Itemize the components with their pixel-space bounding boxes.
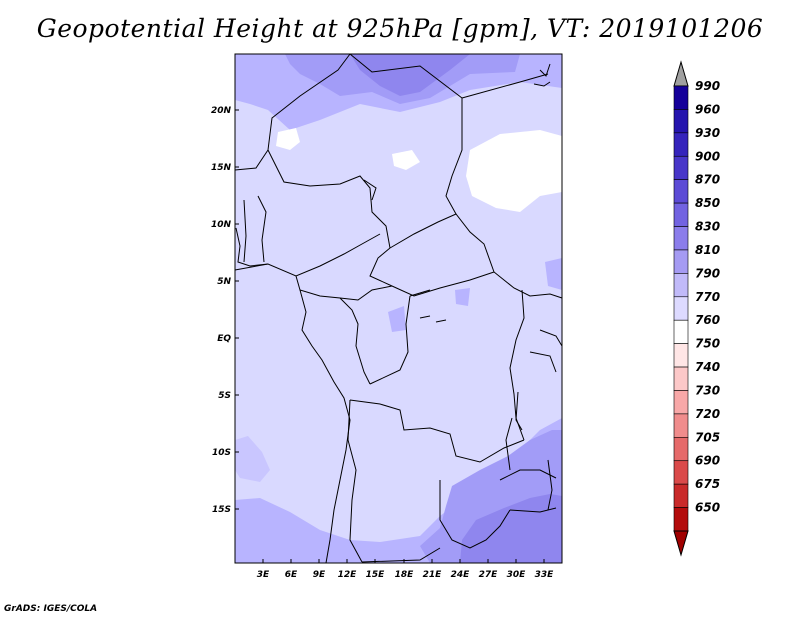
- colorbar-label: 960: [695, 102, 720, 116]
- colorbar-cell: [673, 413, 689, 438]
- lat-label: 5N: [217, 277, 231, 287]
- contour-north-darker: [350, 54, 470, 96]
- colorbar-label: 740: [695, 360, 720, 374]
- colorbar: 990 960 930 900 870 850 830 810 790 770 760 750 740 7…: [673, 60, 720, 557]
- colorbar-label: 650: [695, 501, 720, 515]
- lon-label: 9E: [313, 570, 326, 580]
- colorbar-label: 720: [695, 407, 720, 421]
- colorbar-cell: [673, 343, 689, 368]
- colorbar-label: 930: [695, 126, 720, 140]
- colorbar-top-arrow: [673, 60, 689, 87]
- colorbar-label: 870: [695, 173, 720, 187]
- lon-label: 24E: [451, 570, 471, 580]
- colorbar-label: 730: [695, 383, 720, 397]
- lat-axis: 20N 15N 10N 5N EQ 5S 10S 15S: [211, 106, 239, 515]
- lat-label: 15S: [212, 505, 231, 515]
- colorbar-cell: [673, 507, 689, 532]
- colorbar-cell: [673, 202, 689, 227]
- lon-label: 3E: [257, 570, 270, 580]
- colorbar-cell: [673, 273, 689, 298]
- colorbar-cell: [673, 437, 689, 462]
- colorbar-cell: [673, 249, 689, 274]
- colorbar-cell: [673, 226, 689, 251]
- colorbar-cell: [673, 460, 689, 485]
- colorbar-label: 760: [695, 313, 720, 327]
- lon-label: 15E: [366, 570, 386, 580]
- colorbar-label: 675: [695, 477, 720, 491]
- lat-label: 10N: [211, 220, 232, 230]
- lat-label: 15N: [211, 163, 232, 173]
- colorbar-label: 830: [695, 220, 720, 234]
- colorbar-cell: [673, 483, 689, 508]
- contour-gabon-patch: [388, 306, 406, 332]
- lon-label: 21E: [423, 570, 443, 580]
- map-panel: [234, 53, 563, 564]
- colorbar-label: 690: [695, 454, 720, 468]
- lat-label: 5S: [218, 391, 231, 401]
- colorbar-cell: [673, 366, 689, 391]
- lon-label: 33E: [535, 570, 555, 580]
- colorbar-label: 790: [695, 266, 720, 280]
- contour-southeast-dark: [460, 494, 562, 563]
- lon-label: 12E: [338, 570, 358, 580]
- colorbar-label: 750: [695, 337, 720, 351]
- contour-west-low: [235, 436, 270, 482]
- lon-label: 6E: [285, 570, 298, 580]
- lon-label: 27E: [479, 570, 499, 580]
- lon-axis: 3E 6E 9E 12E 15E 18E 21E 24E 27E 30E 33E: [257, 559, 554, 580]
- colorbar-bottom-arrow: [673, 530, 689, 557]
- lat-label: EQ: [217, 334, 231, 344]
- colorbar-cell: [673, 319, 689, 344]
- colorbar-cell: [673, 390, 689, 415]
- colorbar-cell: [673, 85, 689, 110]
- contour-central-patch: [455, 288, 470, 306]
- colorbar-cell: [673, 132, 689, 157]
- lat-label: 10S: [212, 448, 231, 458]
- lon-label: 30E: [507, 570, 527, 580]
- footer-credit: GrADS: IGES/COLA: [4, 604, 98, 614]
- colorbar-label: 810: [695, 243, 720, 257]
- colorbar-label: 990: [695, 79, 720, 93]
- contour-white-patch-2: [392, 150, 420, 170]
- map-title: Geopotential Height at 925hPa [gpm], VT:…: [36, 14, 764, 43]
- lat-label: 20N: [211, 106, 232, 116]
- colorbar-label: 900: [695, 149, 720, 163]
- colorbar-cell: [673, 155, 689, 180]
- colorbar-label: 850: [695, 196, 720, 210]
- colorbar-cell: [673, 179, 689, 204]
- colorbar-cell: [673, 296, 689, 321]
- map-frame: [234, 53, 563, 564]
- colorbar-label: 770: [695, 290, 720, 304]
- coastlines: [235, 63, 553, 564]
- country-borders: [234, 53, 563, 563]
- contour-white-patch-1: [276, 128, 300, 150]
- contour-white-patch-3: [466, 130, 562, 212]
- colorbar-cell: [673, 109, 689, 134]
- lon-label: 18E: [395, 570, 415, 580]
- colorbar-label: 705: [695, 430, 720, 444]
- contour-east-patch: [545, 258, 562, 290]
